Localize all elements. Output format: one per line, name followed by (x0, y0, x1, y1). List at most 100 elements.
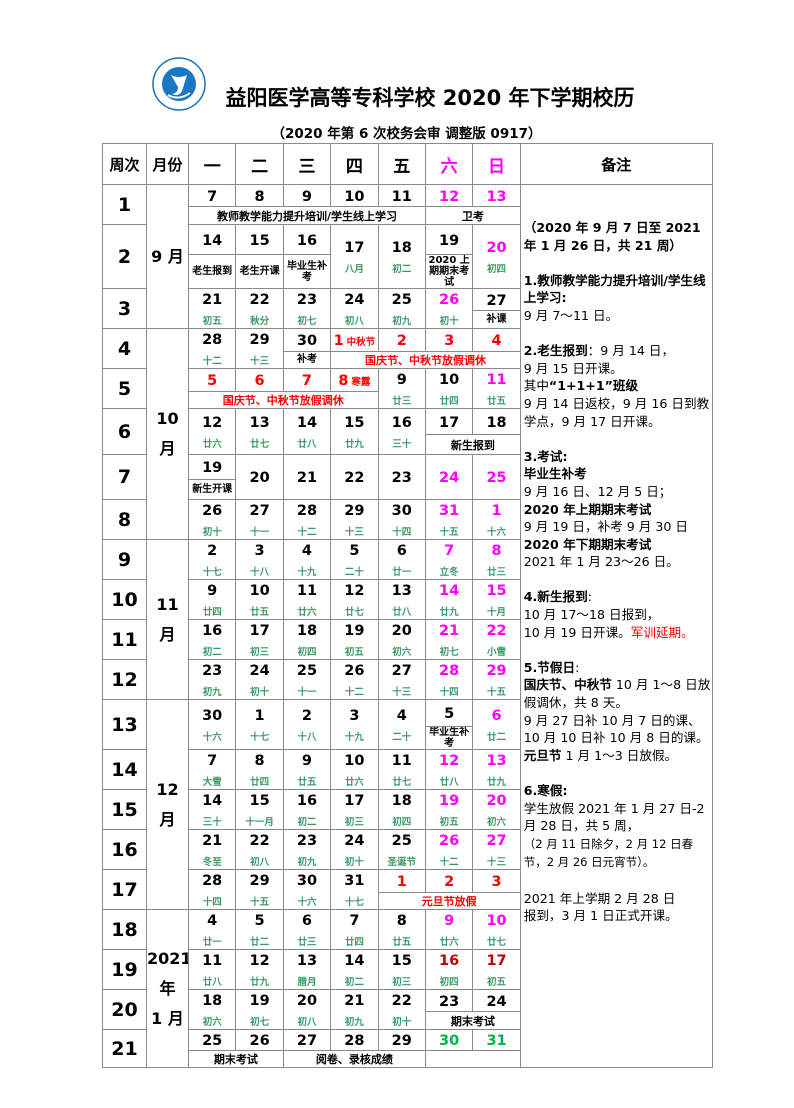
day-number: 13 (391, 583, 412, 599)
day-number: 10 (344, 753, 365, 769)
day-cell: 1 中秋节 (330, 328, 379, 352)
lunar-date: 初二 (392, 264, 412, 275)
day-cell: 4 廿一 (187, 909, 237, 950)
lunar-date: 初十 (250, 687, 270, 698)
day-cell: 11 廿七 (377, 749, 426, 790)
note-line: 4.新生报到: (524, 588, 712, 606)
week-row-top: 17 28 十四 29 十五 30 十六 31 十七 1 2 3 (102, 869, 713, 910)
day-cell: 22 小雪 (472, 619, 521, 660)
day-cell: 27 十三 (377, 659, 426, 700)
note-line: 9 月 19 日，补考 9 月 30 日 (524, 518, 712, 536)
note-text: 2020 年上期期末考试 (523, 501, 652, 517)
note-line: 9 月 7～11 日。 (524, 307, 712, 325)
day-cell: 30 (424, 1029, 474, 1051)
lunar-date: 八月 (344, 264, 364, 275)
day-number: 8 (396, 913, 407, 929)
day-cell: 7 大雪 (187, 749, 237, 790)
day-cell: 21 初七 (424, 619, 474, 660)
day-cell: 26 十二 (424, 829, 474, 870)
lunar-date: 初三 (392, 977, 412, 988)
note-text: 学生放假 2021 年 1 月 27 日-2 月 28 日，共 5 周， (523, 800, 705, 834)
day-cell: 12 廿七 (330, 579, 379, 620)
day-number: 10 (249, 583, 270, 599)
day-number: 10 (486, 913, 507, 929)
lunar-date: 初四 (487, 264, 507, 275)
lunar-date: 初六 (202, 1017, 222, 1028)
day-number: 21 (202, 292, 223, 308)
day-cell: 3 (472, 869, 521, 893)
lunar-date: 初八 (297, 1017, 317, 1028)
note-line: 其中“1+1+1”班级 (524, 377, 712, 395)
lunar-date: 十五 (250, 897, 270, 908)
day-number: 15 (249, 232, 270, 249)
lunar-date: 十七 (250, 732, 270, 743)
note-text: 4.新生报到 (523, 589, 588, 605)
day-cell: 5 二十 (330, 539, 379, 580)
day-number: 23 (439, 993, 460, 1010)
day-number: 28 (344, 1033, 365, 1049)
day-cell: 20 (235, 454, 284, 500)
day-number: 8 (254, 753, 265, 769)
day-number: 17 (344, 793, 365, 809)
note-line: 5.节假日: (524, 659, 712, 677)
day-number: 4 (207, 913, 218, 929)
note-line: 国庆节、中秋节 10 月 1～8 日放假调休，共 8 天。 (524, 676, 712, 711)
day-number: 24 (439, 470, 460, 486)
day-cell: 9 廿四 (187, 579, 237, 620)
month-cell: 10 月 (146, 328, 189, 540)
day-cell: 14 (187, 224, 237, 255)
event-band: 新生报到 (424, 434, 521, 455)
lunar-date: 十六 (487, 527, 507, 538)
note-text: 军训延期。 (630, 624, 694, 640)
week-row-top: 15 14 三十 15 十一月 16 初二 17 初三 18 初四 19 初五 20 初六 (102, 789, 713, 830)
day-number: 5 (444, 706, 455, 722)
day-number: 31 (439, 503, 460, 519)
lunar-date: 十四 (392, 527, 412, 538)
day-cell: 8 (235, 184, 284, 207)
event-band: 期末考试 (188, 1050, 284, 1068)
day-number: 6 (301, 913, 313, 929)
day-number: 15 (391, 953, 412, 969)
note-text: 9 月 14 日返校，9 月 16 日到教学点，9 月 17 日开课。 (523, 395, 710, 429)
day-number: 9 (301, 753, 313, 769)
lunar-date: 廿八 (392, 607, 412, 618)
day-number: 28 (296, 503, 318, 519)
day-number: 4 (301, 543, 313, 559)
day-number: 12 (249, 953, 270, 969)
day-cell: 6 廿三 (282, 909, 332, 950)
lunar-date: 十七 (344, 897, 364, 908)
month-cell: 2021 年 1 月 (146, 909, 189, 1068)
note-text: 6.寒假: (523, 783, 568, 798)
day-number: 22 (249, 833, 270, 849)
day-number: 30 (296, 873, 318, 889)
day-cell: 17 (424, 408, 474, 435)
lunar-date: 初四 (439, 977, 459, 988)
day-cell: 20 初六 (472, 789, 521, 830)
day-number: 1 (254, 708, 265, 724)
week-number: 1 (102, 184, 147, 225)
lunar-date: 十九 (297, 567, 317, 578)
day-cell: 25 (187, 1029, 237, 1051)
note-text: （2 月 11 日除夕，2 月 12 日春节，2 月 26 日元宵节）。 (523, 836, 694, 870)
day-cell: 2 十七 (187, 539, 237, 580)
note-text: 报到，3 月 1 日正式开课。 (523, 908, 678, 924)
lunar-date: 初九 (297, 857, 317, 868)
lunar-date: 初十 (202, 527, 222, 538)
week-number: 11 (102, 619, 147, 660)
day-cell: 19 初七 (235, 989, 284, 1030)
day-number: 7 (444, 543, 455, 559)
day-number: 14 (202, 232, 223, 249)
day-number: 10 (439, 372, 460, 388)
note-line: 元旦节 1 月 1～3 日放假。 (524, 747, 712, 765)
day-note: 毕业生补考 (282, 254, 332, 289)
day-number: 29 (391, 1033, 412, 1049)
day-number: 17 (344, 240, 365, 256)
day-number: 27 (249, 503, 270, 519)
note-text: : (587, 589, 592, 605)
lunar-date: 廿四 (202, 607, 222, 618)
week-row-top: 10 9 廿四 10 廿五 11 廿六 12 廿七 13 廿八 14 廿九 15 十月 (102, 579, 713, 620)
day-cell: 6 廿二 (472, 699, 521, 750)
day-number: 17 (439, 414, 460, 431)
lunar-date: 大雪 (202, 777, 222, 788)
